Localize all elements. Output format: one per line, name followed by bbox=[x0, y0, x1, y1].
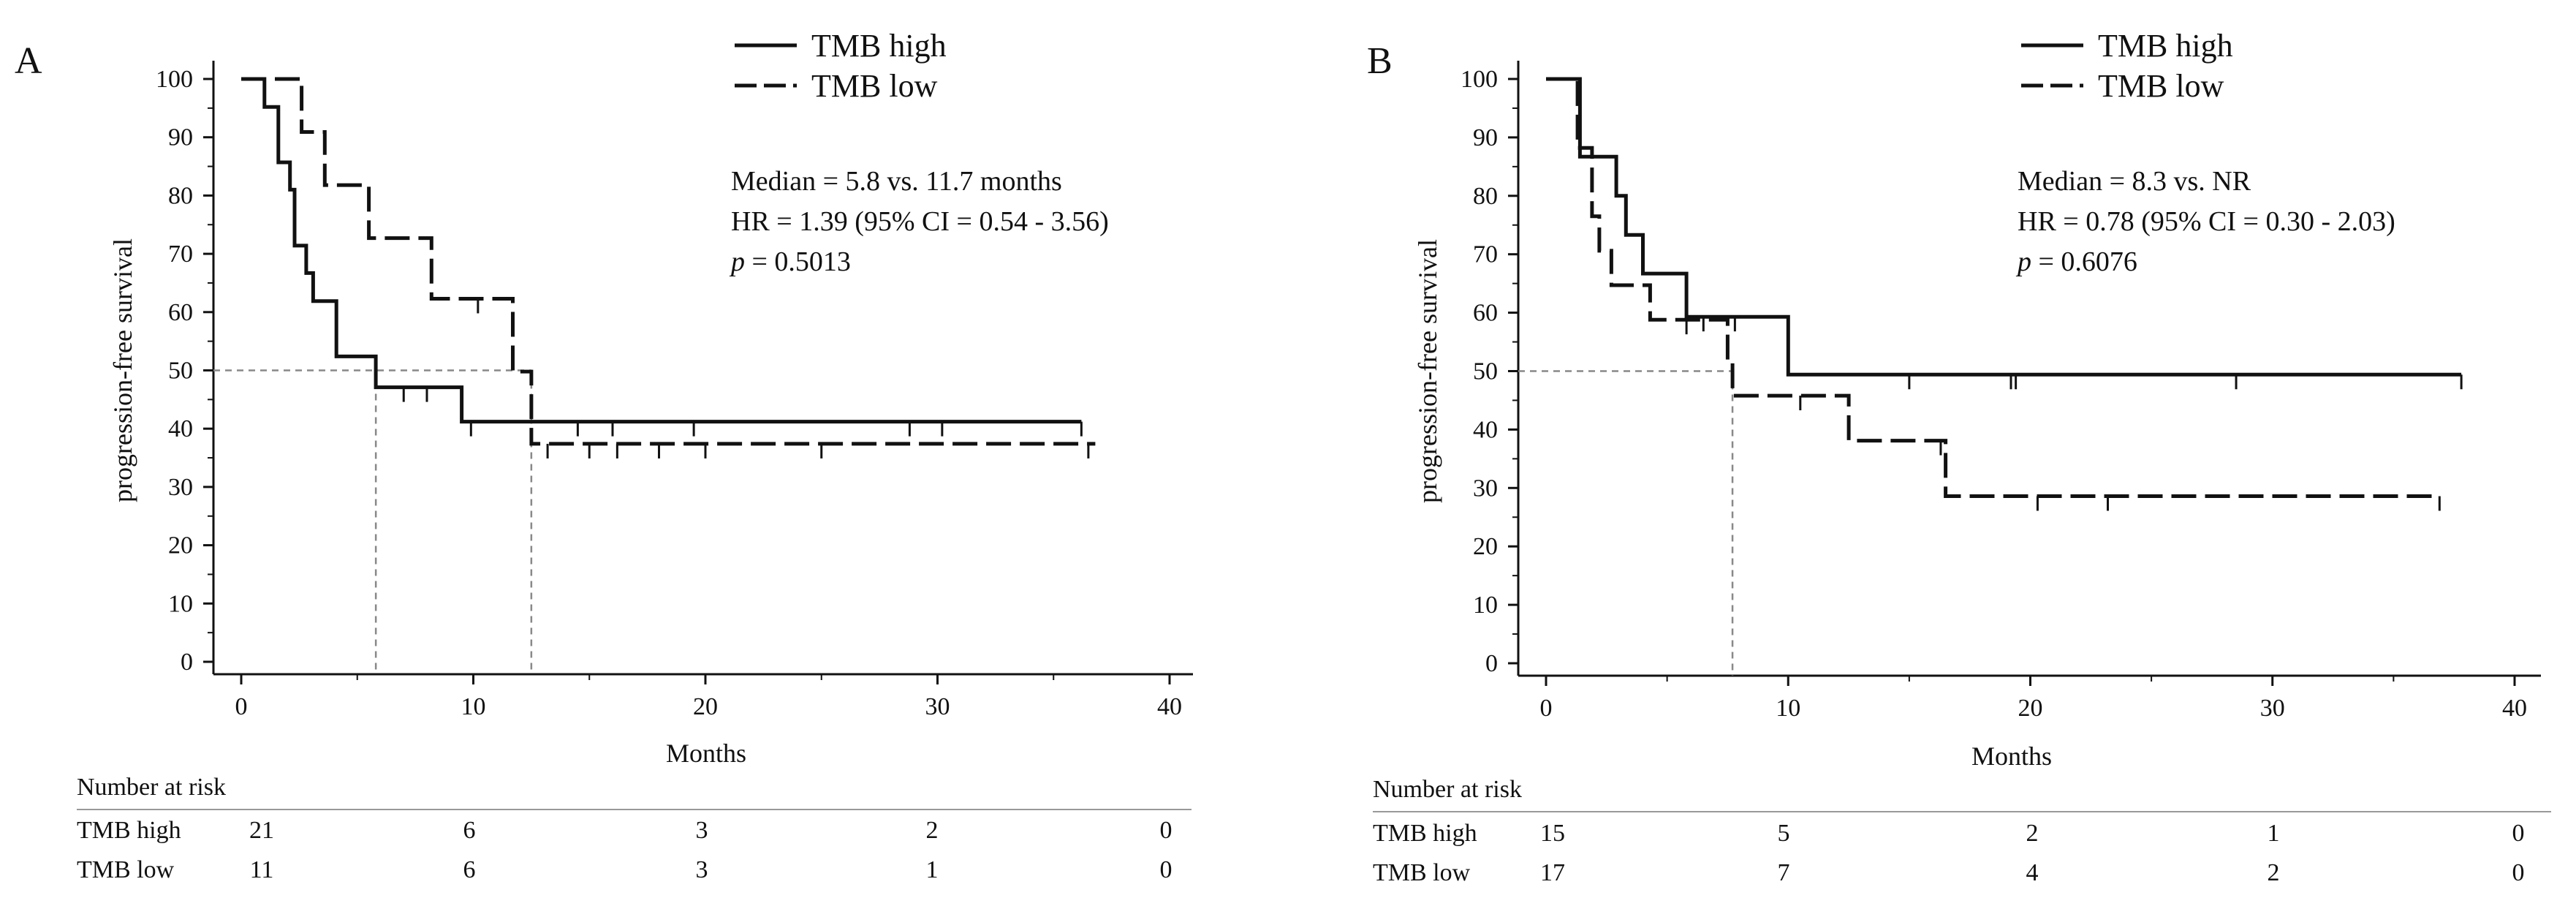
risk-value: 3 bbox=[696, 856, 708, 883]
y-tick-label: 60 bbox=[1473, 300, 1498, 327]
legend-label: TMB high bbox=[2098, 28, 2233, 64]
y-tick-label: 90 bbox=[1473, 124, 1498, 151]
p-value: = 0.5013 bbox=[745, 246, 851, 277]
x-tick-label: 20 bbox=[2018, 695, 2043, 722]
risk-value: 0 bbox=[1160, 856, 1173, 883]
panel-letter: A bbox=[15, 40, 42, 82]
risk-value: 2 bbox=[2026, 820, 2039, 847]
risk-table-title: Number at risk bbox=[77, 774, 226, 801]
risk-value: 5 bbox=[1778, 820, 1790, 847]
y-tick-label: 90 bbox=[168, 124, 193, 151]
risk-value: 3 bbox=[696, 817, 708, 844]
series-line-tmb-low bbox=[1546, 77, 2440, 498]
y-tick-label: 80 bbox=[168, 182, 193, 209]
y-tick-label: 70 bbox=[1473, 241, 1498, 268]
series-line-tmb-high bbox=[1546, 77, 2462, 377]
risk-value: 2 bbox=[926, 817, 939, 844]
y-tick-label: 40 bbox=[1473, 416, 1498, 443]
y-tick-label: 10 bbox=[1473, 592, 1498, 619]
hr-text: HR = 0.78 (95% CI = 0.30 - 2.03) bbox=[2018, 206, 2395, 237]
y-tick-label: 100 bbox=[156, 66, 193, 93]
y-tick-label: 70 bbox=[168, 241, 193, 268]
panel-letter: B bbox=[1367, 40, 1393, 82]
risk-row-label: TMB high bbox=[1373, 820, 1477, 847]
risk-value: 1 bbox=[2268, 820, 2280, 847]
x-tick-label: 0 bbox=[1540, 695, 1553, 722]
series-line-tmb-low bbox=[241, 77, 1096, 446]
y-axis-title: progression-free survival bbox=[1413, 239, 1442, 503]
p-value: = 0.6076 bbox=[2031, 246, 2137, 277]
y-tick-label: 50 bbox=[1473, 358, 1498, 385]
p-symbol: p bbox=[2015, 246, 2031, 277]
legend-label: TMB high bbox=[811, 28, 947, 64]
y-tick-label: 30 bbox=[1473, 475, 1498, 502]
risk-value: 7 bbox=[1778, 859, 1790, 886]
y-tick-label: 30 bbox=[168, 474, 193, 501]
risk-value: 0 bbox=[1160, 817, 1173, 844]
y-tick-label: 40 bbox=[168, 415, 193, 442]
risk-value: 1 bbox=[926, 856, 939, 883]
risk-table-title: Number at risk bbox=[1373, 776, 1522, 803]
x-tick-label: 30 bbox=[925, 693, 950, 720]
legend-label: TMB low bbox=[2098, 68, 2224, 104]
risk-value: 2 bbox=[2268, 859, 2280, 886]
x-tick-label: 0 bbox=[235, 693, 248, 720]
risk-row-label: TMB low bbox=[77, 856, 175, 883]
x-axis-title: Months bbox=[1971, 741, 2052, 771]
hr-text: HR = 1.39 (95% CI = 0.54 - 3.56) bbox=[731, 206, 1109, 237]
risk-value: 6 bbox=[463, 817, 476, 844]
risk-row-label: TMB high bbox=[77, 817, 181, 844]
y-tick-label: 20 bbox=[168, 532, 193, 559]
y-tick-label: 0 bbox=[1485, 650, 1498, 677]
p-symbol: p bbox=[729, 246, 745, 277]
y-tick-label: 10 bbox=[168, 590, 193, 617]
x-tick-label: 20 bbox=[693, 693, 718, 720]
y-axis-title: progression-free survival bbox=[108, 238, 137, 502]
risk-value: 0 bbox=[2512, 820, 2525, 847]
median-text: Median = 8.3 vs. NR bbox=[2018, 166, 2251, 197]
risk-value: 15 bbox=[1540, 820, 1565, 847]
median-text: Median = 5.8 vs. 11.7 months bbox=[731, 166, 1062, 197]
x-tick-label: 40 bbox=[1157, 693, 1182, 720]
x-axis-title: Months bbox=[666, 739, 746, 768]
p-value-text: p = 0.6076 bbox=[2015, 246, 2137, 277]
series-line-tmb-high bbox=[241, 77, 1082, 424]
y-tick-label: 100 bbox=[1461, 66, 1498, 93]
risk-value: 6 bbox=[463, 856, 476, 883]
risk-value: 11 bbox=[250, 856, 274, 883]
y-tick-label: 60 bbox=[168, 299, 193, 326]
risk-value: 17 bbox=[1540, 859, 1565, 886]
risk-value: 4 bbox=[2026, 859, 2039, 886]
x-tick-label: 30 bbox=[2260, 695, 2285, 722]
y-tick-label: 50 bbox=[168, 358, 193, 385]
risk-value: 0 bbox=[2512, 859, 2525, 886]
x-tick-label: 40 bbox=[2502, 695, 2527, 722]
risk-value: 21 bbox=[249, 817, 274, 844]
p-value-text: p = 0.5013 bbox=[729, 246, 851, 277]
x-tick-label: 10 bbox=[461, 693, 486, 720]
y-tick-label: 20 bbox=[1473, 533, 1498, 560]
legend-label: TMB low bbox=[811, 68, 938, 104]
x-tick-label: 10 bbox=[1776, 695, 1800, 722]
y-tick-label: 0 bbox=[181, 649, 193, 676]
y-tick-label: 80 bbox=[1473, 183, 1498, 210]
risk-row-label: TMB low bbox=[1373, 859, 1471, 886]
